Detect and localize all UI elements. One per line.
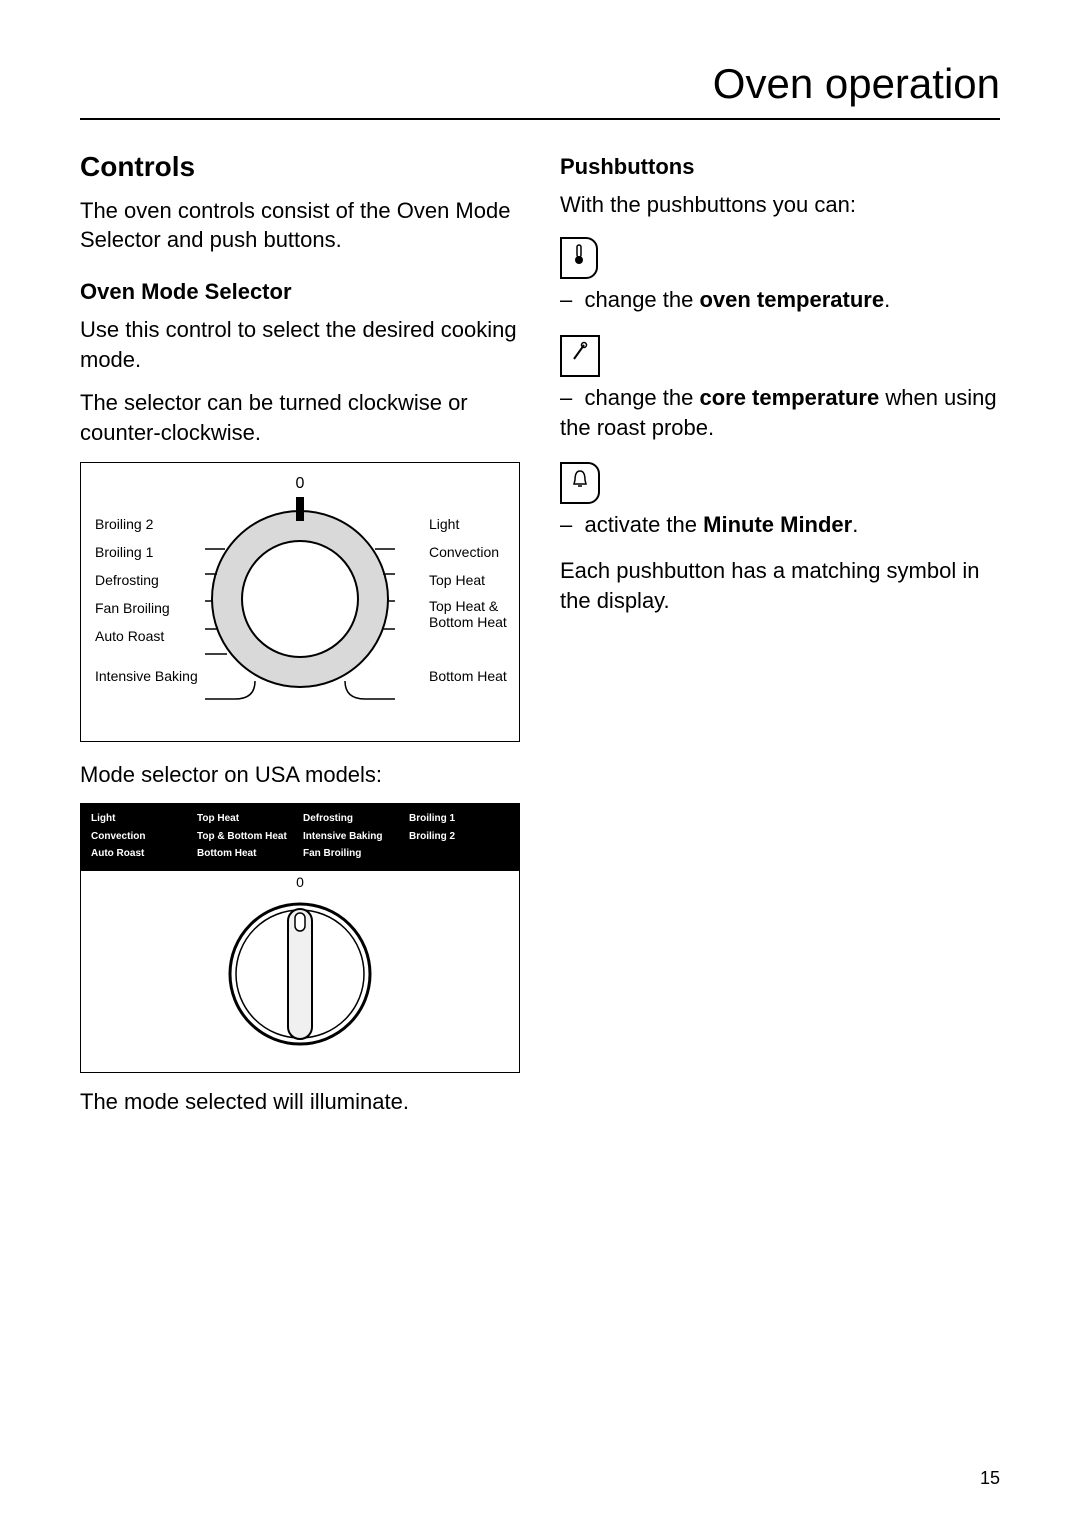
usa-panel-cell: Top Heat bbox=[197, 812, 297, 826]
dial-label: Convection bbox=[429, 543, 499, 562]
dial-knob-icon bbox=[205, 489, 395, 709]
page-number: 15 bbox=[980, 1468, 1000, 1489]
dial-label: Auto Roast bbox=[95, 627, 164, 646]
controls-heading: Controls bbox=[80, 148, 520, 186]
left-column: Controls The oven controls consist of th… bbox=[80, 148, 520, 1131]
bullet-dash: – bbox=[560, 287, 572, 312]
usa-panel-cell: Bottom Heat bbox=[197, 847, 297, 861]
mode-selector-p1: Use this control to select the desired c… bbox=[80, 315, 520, 374]
dial-label: Top Heat bbox=[429, 571, 485, 590]
usa-panel-cell: Defrosting bbox=[303, 812, 403, 826]
pushbutton-item: – change the core temperature when using… bbox=[560, 331, 1000, 442]
pushbuttons-intro: With the pushbuttons you can: bbox=[560, 190, 1000, 220]
bullet-dash: – bbox=[560, 385, 572, 410]
usa-panel-cell bbox=[409, 847, 509, 861]
pushbuttons-footer: Each pushbutton has a matching symbol in… bbox=[560, 556, 1000, 615]
probe-icon bbox=[560, 335, 600, 377]
mode-selector-p2: The selector can be turned clockwise or … bbox=[80, 388, 520, 447]
dial-label: Broiling 1 bbox=[95, 543, 153, 562]
usa-panel-cell: Fan Broiling bbox=[303, 847, 403, 861]
dial-label: Bottom Heat bbox=[429, 667, 507, 686]
bullet-text: change the bbox=[584, 385, 699, 410]
dial-label: Bottom Heat bbox=[429, 613, 507, 632]
usa-dial-area: 0 bbox=[81, 871, 519, 1073]
bullet-text: . bbox=[852, 512, 858, 537]
bell-icon bbox=[560, 462, 600, 504]
dial-diagram: 0 Broiling 2 Broiling 1 bbox=[80, 462, 520, 742]
content-columns: Controls The oven controls consist of th… bbox=[80, 148, 1000, 1131]
page-title: Oven operation bbox=[80, 60, 1000, 120]
pushbutton-item: – activate the Minute Minder. bbox=[560, 458, 1000, 540]
bullet-dash: – bbox=[560, 512, 572, 537]
dial-label: Fan Broiling bbox=[95, 599, 170, 618]
bullet-bold: Minute Minder bbox=[703, 512, 852, 537]
bullet-text: change the bbox=[584, 287, 699, 312]
bullet-bold: core temperature bbox=[699, 385, 879, 410]
pushbutton-item: – change the oven temperature. bbox=[560, 233, 1000, 315]
usa-panel-cell: Top & Bottom Heat bbox=[197, 830, 297, 844]
usa-dial-diagram: Light Top Heat Defrosting Broiling 1 Con… bbox=[80, 803, 520, 1073]
right-column: Pushbuttons With the pushbuttons you can… bbox=[560, 148, 1000, 1131]
mode-selector-heading: Oven Mode Selector bbox=[80, 277, 520, 307]
usa-panel-cell: Auto Roast bbox=[91, 847, 191, 861]
usa-panel-cell: Light bbox=[91, 812, 191, 826]
illuminate-text: The mode selected will illuminate. bbox=[80, 1087, 520, 1117]
pushbuttons-heading: Pushbuttons bbox=[560, 152, 1000, 182]
usa-dial-knob-icon bbox=[225, 889, 375, 1059]
dial-label: Intensive Baking bbox=[95, 667, 198, 686]
thermometer-icon bbox=[560, 237, 598, 279]
usa-mode-panel: Light Top Heat Defrosting Broiling 1 Con… bbox=[81, 804, 519, 871]
dial-label: Defrosting bbox=[95, 571, 159, 590]
bullet-text: . bbox=[884, 287, 890, 312]
usa-panel-cell: Convection bbox=[91, 830, 191, 844]
usa-panel-cell: Broiling 1 bbox=[409, 812, 509, 826]
controls-intro: The oven controls consist of the Oven Mo… bbox=[80, 196, 520, 255]
dial-label: Light bbox=[429, 515, 459, 534]
bullet-text: activate the bbox=[584, 512, 703, 537]
dial-label: Broiling 2 bbox=[95, 515, 153, 534]
usa-panel-cell: Intensive Baking bbox=[303, 830, 403, 844]
usa-caption: Mode selector on USA models: bbox=[80, 760, 520, 790]
usa-panel-cell: Broiling 2 bbox=[409, 830, 509, 844]
bullet-bold: oven temperature bbox=[699, 287, 884, 312]
